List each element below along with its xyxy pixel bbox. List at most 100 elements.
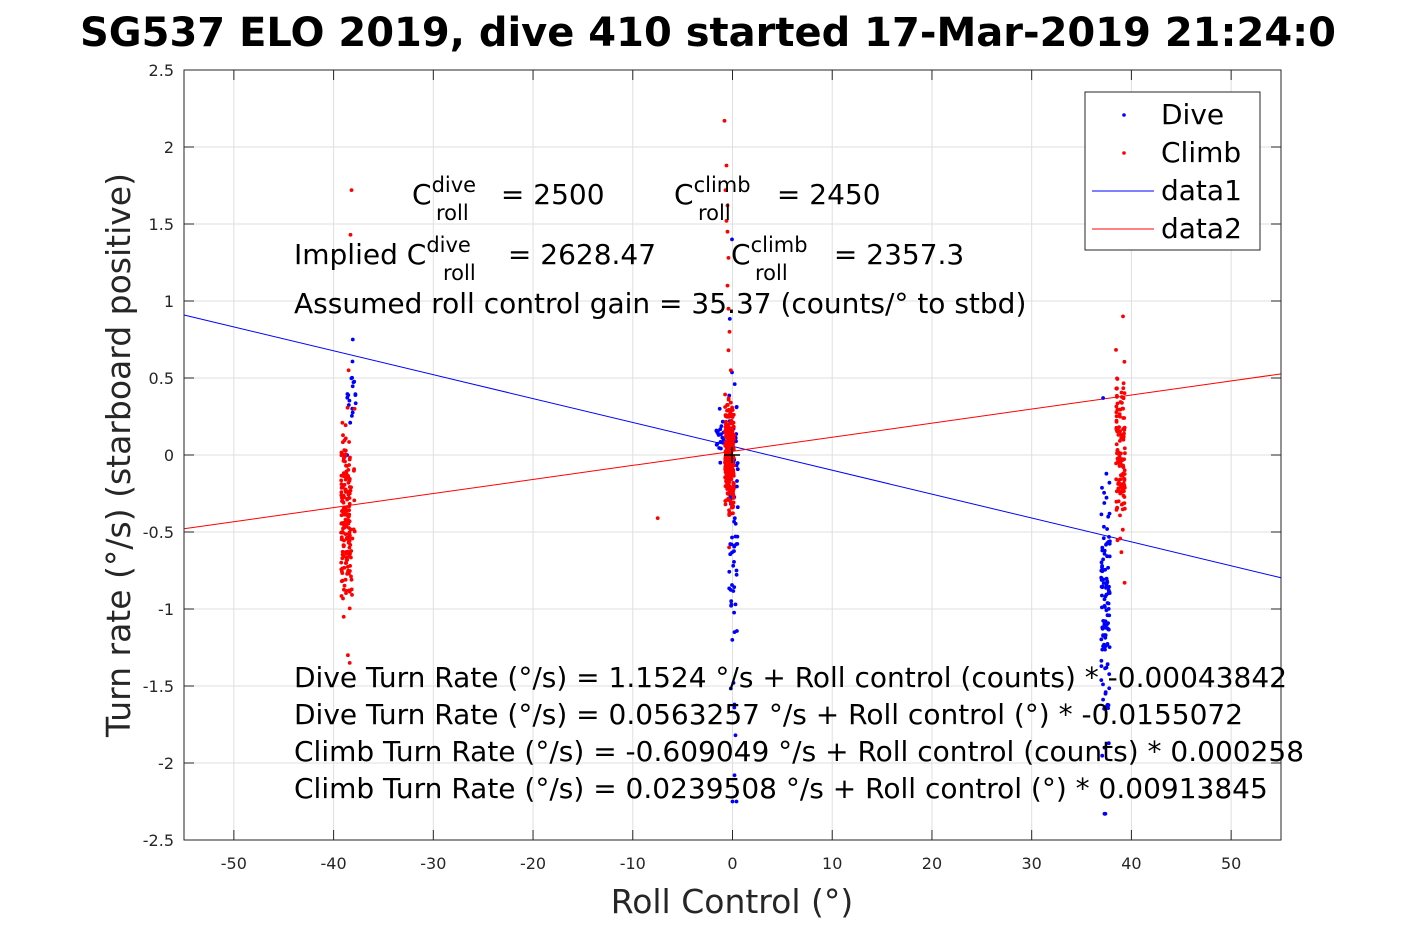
point-climb	[1114, 425, 1119, 430]
point-climb	[348, 533, 352, 538]
point-climb	[340, 556, 345, 561]
point-climb	[341, 433, 345, 438]
point-dive	[735, 534, 740, 539]
point-dive	[1104, 665, 1109, 670]
point-dive	[1100, 564, 1104, 568]
point-climb	[340, 578, 345, 583]
point-dive	[730, 535, 734, 540]
point-dive	[1099, 678, 1104, 682]
point-climb	[340, 420, 345, 425]
point-climb	[344, 475, 349, 480]
point-climb	[724, 219, 729, 223]
point-climb	[727, 545, 731, 550]
point-climb	[340, 569, 344, 574]
point-dive	[345, 392, 350, 396]
point-climb	[343, 452, 348, 457]
point-dive	[1102, 745, 1107, 750]
point-climb	[341, 459, 346, 463]
point-climb	[725, 491, 730, 495]
point-climb	[725, 229, 730, 234]
point-climb	[340, 498, 345, 503]
point-dive	[735, 461, 740, 465]
equation-climb-degrees: Climb Turn Rate (°/s) = 0.0239508 °/s + …	[294, 772, 1268, 805]
point-climb	[343, 448, 348, 453]
data-points	[339, 118, 1127, 816]
point-climb	[347, 554, 352, 558]
point-climb	[724, 459, 729, 464]
point-dive	[1105, 527, 1109, 531]
point-dive	[732, 585, 737, 589]
point-dive	[1107, 645, 1112, 649]
point-climb	[1117, 464, 1122, 468]
point-climb	[726, 475, 730, 480]
point-climb	[1114, 410, 1119, 415]
y-axis-label: Turn rate (°/s) (starboard positive)	[99, 173, 138, 738]
point-climb	[728, 467, 732, 472]
point-dive	[1100, 548, 1105, 553]
point-dive	[717, 406, 722, 411]
point-dive	[732, 630, 737, 634]
point-dive	[732, 560, 736, 564]
point-dive	[1105, 626, 1110, 631]
point-climb	[349, 485, 353, 490]
x-tick-label: -20	[520, 854, 546, 873]
point-dive	[1103, 594, 1108, 599]
point-climb	[350, 593, 354, 597]
point-climb	[1117, 407, 1122, 412]
point-climb	[348, 232, 353, 237]
point-dive	[717, 446, 722, 450]
legend-climb-label: Climb	[1161, 136, 1241, 169]
point-dive	[350, 359, 355, 364]
point-climb	[342, 587, 346, 592]
point-dive	[350, 337, 355, 342]
x-tick-label: 0	[727, 854, 737, 873]
point-dive	[1102, 706, 1106, 711]
point-climb	[347, 504, 352, 509]
point-dive	[720, 419, 725, 424]
point-dive	[1108, 539, 1112, 544]
point-climb	[723, 484, 728, 488]
y-tick-label: 2.5	[149, 61, 174, 80]
point-climb	[723, 188, 728, 193]
point-dive	[1101, 536, 1106, 541]
point-climb	[728, 400, 733, 405]
point-dive	[345, 395, 350, 400]
point-dive	[1102, 501, 1107, 505]
point-climb	[1114, 386, 1119, 391]
implied-c-roll-dive-text: Implied Cdive roll = 2628.47	[294, 233, 656, 285]
point-dive	[1105, 703, 1109, 708]
point-dive	[734, 568, 739, 573]
point-climb	[1121, 314, 1125, 319]
point-climb	[731, 468, 736, 472]
point-dive	[1104, 586, 1108, 590]
point-dive	[1100, 569, 1105, 574]
point-climb	[1115, 377, 1120, 381]
point-climb	[344, 524, 348, 529]
point-dive	[731, 563, 736, 568]
point-dive	[732, 702, 737, 707]
point-climb	[348, 527, 353, 532]
point-climb	[343, 532, 348, 536]
y-tick-label: 1.5	[149, 215, 174, 234]
y-tick-label: -1.5	[143, 677, 174, 696]
point-dive	[1100, 485, 1104, 490]
x-tick-label: -30	[420, 854, 446, 873]
point-climb	[1116, 459, 1120, 464]
point-dive	[1102, 597, 1107, 602]
point-dive	[714, 442, 719, 447]
point-climb	[1120, 458, 1124, 463]
point-climb	[1119, 390, 1124, 395]
point-dive	[1107, 686, 1112, 691]
point-climb	[729, 434, 734, 439]
point-dive	[1102, 524, 1106, 529]
equation-climb-counts: Climb Turn Rate (°/s) = -0.609049 °/s + …	[294, 735, 1304, 768]
point-climb	[1120, 434, 1125, 439]
point-climb	[347, 440, 351, 444]
legend-climb-marker	[1122, 151, 1126, 155]
y-tick-label: -2	[158, 754, 174, 773]
point-climb	[731, 493, 736, 498]
point-climb	[724, 163, 729, 168]
point-climb	[341, 485, 345, 490]
point-climb	[349, 577, 354, 582]
point-climb	[343, 423, 348, 428]
